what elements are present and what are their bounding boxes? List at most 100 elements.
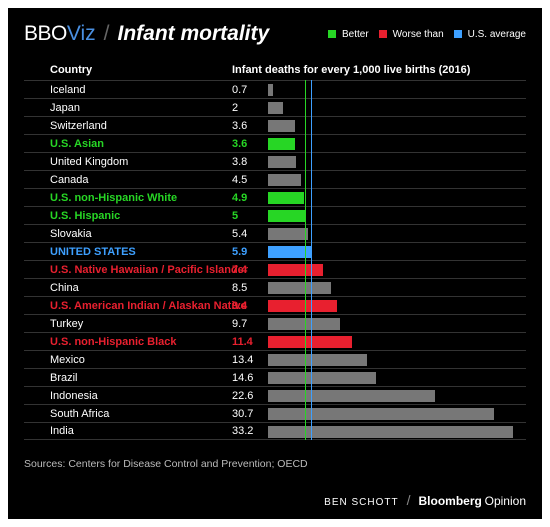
table-row: U.S. non-Hispanic White4.9 xyxy=(24,188,526,206)
country-label: Japan xyxy=(24,102,232,114)
country-label: U.S. non-Hispanic Black xyxy=(24,336,232,348)
column-headers: Country Infant deaths for every 1,000 li… xyxy=(24,64,526,76)
bar-cell xyxy=(268,279,526,296)
legend-swatch-avg xyxy=(454,30,462,38)
brand-viz: Viz xyxy=(67,22,96,45)
country-label: Indonesia xyxy=(24,390,232,402)
bar-cell xyxy=(268,207,526,224)
value-label: 8.5 xyxy=(232,282,268,294)
value-label: 5.9 xyxy=(232,246,268,258)
table-row: Mexico13.4 xyxy=(24,350,526,368)
legend-swatch-better xyxy=(328,30,336,38)
bar-cell xyxy=(268,225,526,242)
legend-label-worse: Worse than xyxy=(393,29,444,40)
value-label: 9.7 xyxy=(232,318,268,330)
country-label: Brazil xyxy=(24,372,232,384)
table-row: Indonesia22.6 xyxy=(24,386,526,404)
brand: BBOViz xyxy=(24,22,96,46)
bar xyxy=(268,120,295,132)
country-label: Iceland xyxy=(24,84,232,96)
bar-cell xyxy=(268,351,526,368)
bar-cell xyxy=(268,99,526,116)
bar xyxy=(268,354,367,366)
bar xyxy=(268,192,304,204)
header-country: Country xyxy=(24,64,232,76)
country-label: U.S. Asian xyxy=(24,138,232,150)
value-label: 5.4 xyxy=(232,228,268,240)
table-row: Slovakia5.4 xyxy=(24,224,526,242)
bar xyxy=(268,282,331,294)
bar-cell xyxy=(268,135,526,152)
value-label: 0.7 xyxy=(232,84,268,96)
bar-cell xyxy=(268,81,526,98)
value-label: 4.5 xyxy=(232,174,268,186)
table-row: Switzerland3.6 xyxy=(24,116,526,134)
table-row: Canada4.5 xyxy=(24,170,526,188)
legend-label-avg: U.S. average xyxy=(468,29,526,40)
footer-slash: / xyxy=(407,492,411,508)
sources-text: Sources: Centers for Disease Control and… xyxy=(24,458,526,470)
bar xyxy=(268,174,301,186)
value-label: 5 xyxy=(232,210,268,222)
country-label: Turkey xyxy=(24,318,232,330)
bar-cell xyxy=(268,261,526,278)
country-label: UNITED STATES xyxy=(24,246,232,258)
header-metric: Infant deaths for every 1,000 live birth… xyxy=(232,64,526,76)
table-row: U.S. non-Hispanic Black11.4 xyxy=(24,332,526,350)
table-row: U.S. Hispanic5 xyxy=(24,206,526,224)
bar-cell xyxy=(268,405,526,422)
bar-cell xyxy=(268,117,526,134)
country-label: U.S. Hispanic xyxy=(24,210,232,222)
bar-cell xyxy=(268,243,526,260)
footer: BEN SCHOTT / Bloomberg Opinion xyxy=(24,492,526,508)
bar xyxy=(268,372,376,384)
value-label: 33.2 xyxy=(232,425,268,437)
refline-blue xyxy=(311,80,312,440)
title-left: BBOViz / Infant mortality xyxy=(24,22,269,46)
brand-bbo: BBO xyxy=(24,22,67,45)
publication: Bloomberg Opinion xyxy=(419,494,527,508)
country-label: Mexico xyxy=(24,354,232,366)
table-row: India33.2 xyxy=(24,422,526,440)
author: BEN SCHOTT xyxy=(324,497,398,508)
table-row: U.S. Native Hawaiian / Pacific Islander7… xyxy=(24,260,526,278)
chart-panel: BBOViz / Infant mortality Better Worse t… xyxy=(8,8,542,519)
bar xyxy=(268,228,308,240)
bar xyxy=(268,318,340,330)
legend-swatch-worse xyxy=(379,30,387,38)
table-row: China8.5 xyxy=(24,278,526,296)
bar xyxy=(268,300,337,312)
table-row: Japan2 xyxy=(24,98,526,116)
table-row: U.S. Asian3.6 xyxy=(24,134,526,152)
bar xyxy=(268,210,305,222)
value-label: 9.4 xyxy=(232,300,268,312)
value-label: 3.8 xyxy=(232,156,268,168)
country-label: Canada xyxy=(24,174,232,186)
refline-green xyxy=(305,80,306,440)
value-label: 7.4 xyxy=(232,264,268,276)
bar-cell xyxy=(268,153,526,170)
bar-cell xyxy=(268,315,526,332)
value-label: 30.7 xyxy=(232,408,268,420)
table-row: Iceland0.7 xyxy=(24,80,526,98)
value-label: 2 xyxy=(232,102,268,114)
bar-cell xyxy=(268,189,526,206)
country-label: United Kingdom xyxy=(24,156,232,168)
country-label: U.S. Native Hawaiian / Pacific Islander xyxy=(24,264,232,276)
value-label: 3.6 xyxy=(232,120,268,132)
table-row: South Africa30.7 xyxy=(24,404,526,422)
title-row: BBOViz / Infant mortality Better Worse t… xyxy=(24,22,526,46)
table-row: United Kingdom3.8 xyxy=(24,152,526,170)
bar-cell xyxy=(268,369,526,386)
bar xyxy=(268,138,295,150)
country-label: China xyxy=(24,282,232,294)
country-label: India xyxy=(24,425,232,437)
country-label: U.S. non-Hispanic White xyxy=(24,192,232,204)
rows-container: Iceland0.7Japan2Switzerland3.6U.S. Asian… xyxy=(24,80,526,440)
value-label: 3.6 xyxy=(232,138,268,150)
bar-cell xyxy=(268,297,526,314)
value-label: 4.9 xyxy=(232,192,268,204)
table-row: Turkey9.7 xyxy=(24,314,526,332)
country-label: U.S. American Indian / Alaskan Native xyxy=(24,300,232,312)
table-row: U.S. American Indian / Alaskan Native9.4 xyxy=(24,296,526,314)
